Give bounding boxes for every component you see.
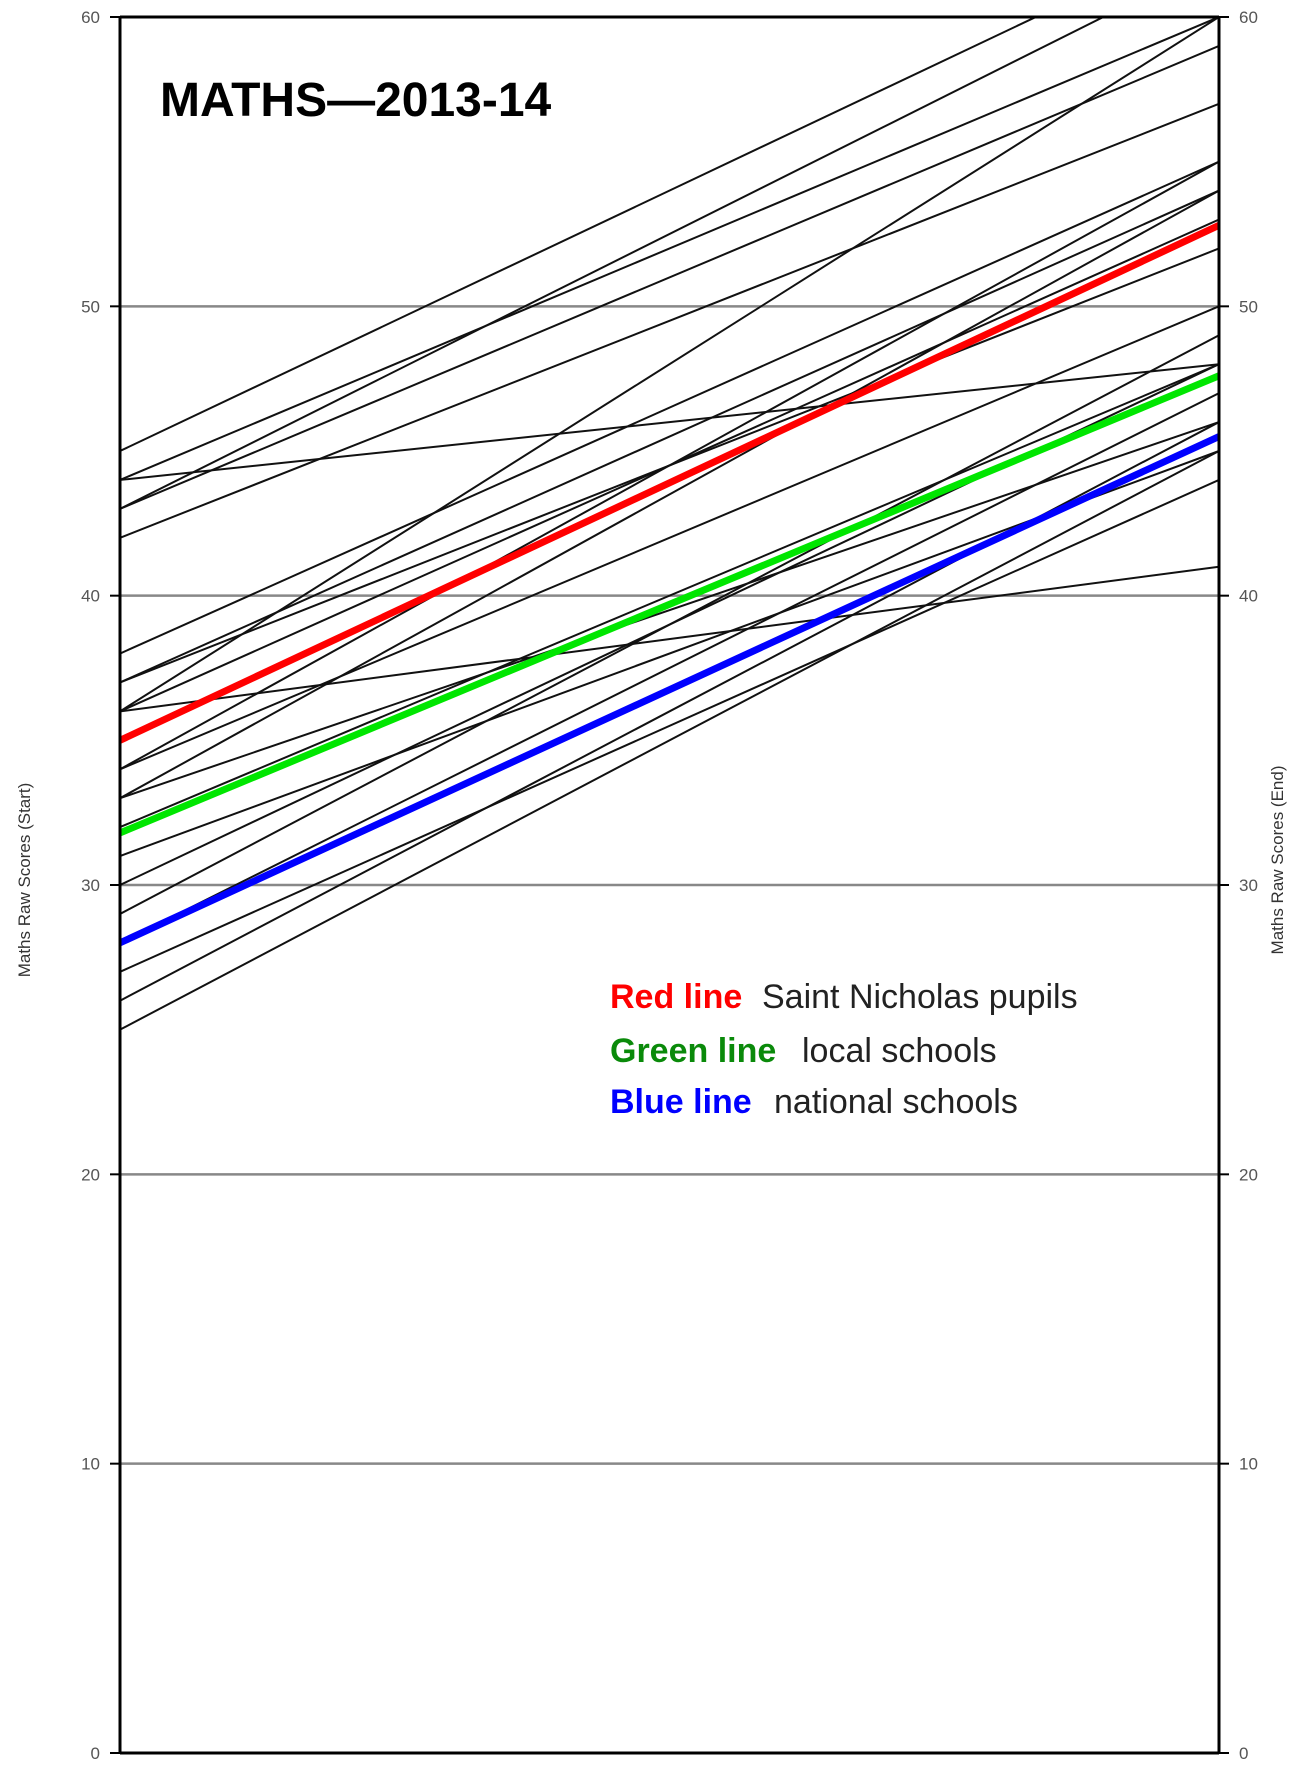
- y-tick-label-left: 0: [91, 1744, 100, 1763]
- legend-desc-blue: national schools: [774, 1083, 1018, 1121]
- pupil-line: [120, 189, 1219, 800]
- pupil-line: [120, 189, 1219, 684]
- pupil-line: [120, 479, 1219, 973]
- pupil-line: [120, 392, 1219, 944]
- pupil-line: [120, 565, 1219, 713]
- pupil-line: [120, 17, 1219, 481]
- y-tick-label-left: 20: [81, 1165, 100, 1184]
- chart-title: MATHS—2013-14: [160, 74, 552, 127]
- tick-labels: 0 0 10 10 20 20 30 30 40 40 50 50 60 60: [81, 8, 1258, 1763]
- y-tick-label-right: 60: [1239, 8, 1258, 27]
- pupil-line: [120, 17, 1039, 452]
- y-tick-label-left: 50: [81, 297, 100, 316]
- y-tick-label-right: 50: [1239, 297, 1258, 316]
- pupil-line: [120, 450, 1219, 1031]
- y-tick-label-right: 40: [1239, 587, 1258, 606]
- y-tick-label-left: 60: [81, 8, 100, 27]
- y-tick-label-right: 10: [1239, 1455, 1258, 1474]
- legend-desc-green: local schools: [802, 1032, 997, 1070]
- series-line: [120, 433, 1219, 947]
- pupil-line: [120, 17, 1219, 713]
- pupil-line: [120, 363, 1219, 829]
- legend-key-blue: Blue line: [610, 1083, 752, 1121]
- series-lines: [120, 221, 1219, 947]
- pupil-line: [120, 160, 1219, 771]
- pupil-line: [120, 160, 1219, 655]
- series-line: [120, 221, 1219, 744]
- y-tick-label-left: 40: [81, 587, 100, 606]
- pupil-line: [120, 45, 1219, 510]
- pupil-line: [120, 305, 1219, 771]
- series-line: [120, 372, 1219, 837]
- y-axis-label-right: Maths Raw Scores (End): [1268, 766, 1287, 955]
- legend-key-green: Green line: [610, 1032, 776, 1070]
- legend-key-red: Red line: [610, 978, 742, 1016]
- legend: Red line Saint Nicholas pupils Green lin…: [610, 978, 1078, 1121]
- pupil-line: [120, 102, 1219, 539]
- pupil-line: [120, 421, 1219, 800]
- y-axis-label-left: Maths Raw Scores (Start): [15, 783, 34, 978]
- y-tick-label-right: 20: [1239, 1165, 1258, 1184]
- y-tick-label-right: 0: [1239, 1744, 1248, 1763]
- y-tick-label-left: 10: [81, 1455, 100, 1474]
- pupil-line: [120, 17, 1106, 510]
- y-tick-label-right: 30: [1239, 876, 1258, 895]
- legend-desc-red: Saint Nicholas pupils: [762, 978, 1078, 1016]
- axes: [118, 15, 1221, 1755]
- y-tick-label-left: 30: [81, 876, 100, 895]
